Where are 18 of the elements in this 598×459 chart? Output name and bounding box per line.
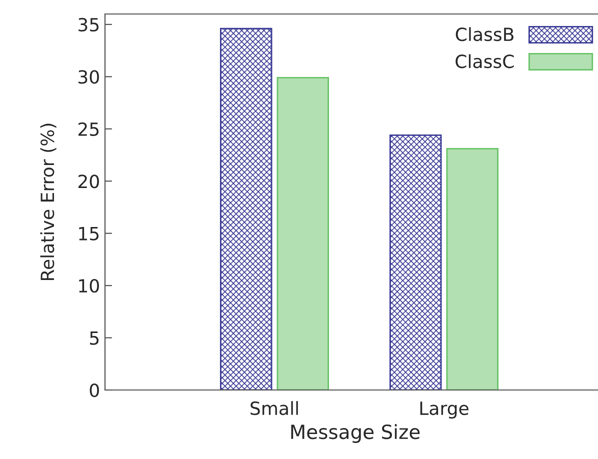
x-tick-label: Large [420, 402, 468, 419]
x-tick-label: Small [250, 401, 298, 416]
y-tick-label: 0 [90, 383, 99, 398]
y-axis-title: Relative Error (%) [40, 124, 56, 280]
y-tick-label: 30 [78, 70, 99, 84]
legend-label: ClassC [456, 54, 514, 68]
y-tick-label: 35 [78, 18, 99, 32]
y-tick-label: 25 [78, 122, 99, 136]
x-axis-title: Message Size [291, 424, 420, 443]
legend-label: ClassB [456, 27, 514, 42]
y-tick-label: 20 [78, 174, 99, 188]
bar [220, 28, 272, 390]
bar [446, 148, 498, 390]
bar [276, 77, 329, 390]
bar [389, 134, 442, 390]
y-tick-label: 5 [90, 331, 99, 345]
y-tick-label: 10 [79, 279, 99, 293]
y-tick-label: 15 [79, 227, 99, 240]
